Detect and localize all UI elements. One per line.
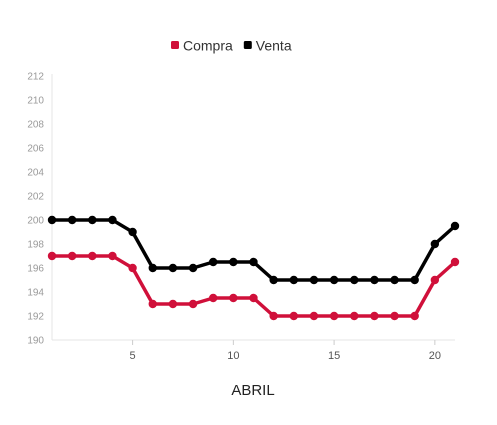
y-tick-label: 196 <box>27 264 44 275</box>
series-venta <box>47 215 460 285</box>
y-tick-label: 200 <box>27 216 44 227</box>
data-point[interactable] <box>88 251 97 261</box>
data-point[interactable] <box>309 275 319 285</box>
data-point[interactable] <box>229 293 238 303</box>
data-point[interactable] <box>67 215 77 225</box>
x-tick-label: 5 <box>130 350 136 362</box>
series-compra <box>47 251 460 321</box>
data-point[interactable] <box>410 311 419 321</box>
legend-swatch <box>243 41 252 49</box>
y-tick-label: 192 <box>27 312 44 323</box>
series-layer <box>47 215 460 321</box>
legend: Compra Venta <box>171 38 292 54</box>
data-point[interactable] <box>88 215 97 225</box>
x-tick-label: 20 <box>429 350 441 362</box>
data-point[interactable] <box>249 293 258 303</box>
data-point[interactable] <box>188 263 198 273</box>
data-point[interactable] <box>108 251 117 261</box>
data-point[interactable] <box>148 299 157 309</box>
data-point[interactable] <box>47 251 57 261</box>
y-tick-label: 202 <box>27 192 44 203</box>
legend-swatch <box>171 41 179 49</box>
legend-item-compra[interactable]: Compra <box>171 38 233 54</box>
data-point[interactable] <box>430 239 440 249</box>
y-axis: 190 192 194 196 198 200 202 204 206 208 210 212 <box>27 72 53 347</box>
y-tick-label: 204 <box>27 168 44 179</box>
data-point[interactable] <box>209 293 218 303</box>
data-point[interactable] <box>350 311 359 321</box>
data-point[interactable] <box>390 275 399 285</box>
y-tick-label: 206 <box>27 144 44 155</box>
data-point[interactable] <box>289 275 298 285</box>
data-point[interactable] <box>269 311 278 321</box>
y-tick-label: 194 <box>27 288 44 299</box>
series-line <box>50 218 457 282</box>
data-point[interactable] <box>350 275 359 285</box>
data-point[interactable] <box>329 275 339 285</box>
y-tick-label: 208 <box>27 120 44 131</box>
data-point[interactable] <box>148 263 157 273</box>
data-point[interactable] <box>67 251 77 261</box>
x-tick-label: 15 <box>328 350 340 362</box>
y-tick-label: 190 <box>27 336 44 347</box>
data-point[interactable] <box>188 299 198 309</box>
data-point[interactable] <box>289 311 298 321</box>
data-point[interactable] <box>249 257 258 267</box>
data-point[interactable] <box>168 299 178 309</box>
y-tick-label: 210 <box>27 96 44 107</box>
legend-label: Venta <box>256 38 292 54</box>
data-point[interactable] <box>128 227 137 237</box>
data-point[interactable] <box>108 215 117 225</box>
x-axis: 5 10 15 20 <box>52 339 455 362</box>
data-point[interactable] <box>168 263 178 273</box>
data-point[interactable] <box>329 311 339 321</box>
data-point[interactable] <box>390 311 399 321</box>
data-point[interactable] <box>370 311 379 321</box>
x-tick-label: 10 <box>227 350 239 362</box>
data-point[interactable] <box>128 263 137 273</box>
data-point[interactable] <box>47 215 57 225</box>
legend-label: Compra <box>183 38 233 54</box>
data-point[interactable] <box>450 257 460 267</box>
data-point[interactable] <box>229 257 238 267</box>
data-point[interactable] <box>209 257 218 267</box>
y-tick-label: 212 <box>27 72 44 83</box>
data-point[interactable] <box>370 275 379 285</box>
data-point[interactable] <box>309 311 319 321</box>
legend-item-venta[interactable]: Venta <box>243 38 292 54</box>
data-point[interactable] <box>410 275 419 285</box>
y-tick-label: 198 <box>27 240 44 251</box>
x-axis-title: ABRIL <box>231 382 274 399</box>
data-point[interactable] <box>269 275 278 285</box>
data-point[interactable] <box>430 275 440 285</box>
data-point[interactable] <box>450 221 460 231</box>
